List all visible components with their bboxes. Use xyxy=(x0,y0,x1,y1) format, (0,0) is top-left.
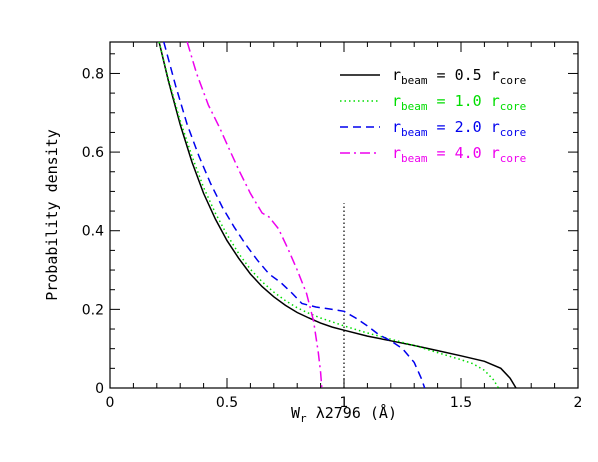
x-axis-label-sub: r xyxy=(300,412,307,425)
x-axis-label-rest: λ2796 (Å) xyxy=(307,403,397,422)
x-tick-label: 0 xyxy=(106,395,115,411)
y-tick-label: 0.8 xyxy=(82,66,104,82)
y-tick-label: 0.4 xyxy=(82,224,104,240)
x-tick-label: 0.5 xyxy=(216,395,238,411)
legend-entry-2: rbeam = 1.0 rcore xyxy=(392,92,526,113)
x-tick-label: 2 xyxy=(574,395,583,411)
legend-entry-3: rbeam = 2.0 rcore xyxy=(392,118,526,139)
x-tick-label: 1 xyxy=(340,395,349,411)
legend: rbeam = 0.5 rcore rbeam = 1.0 rcore rbeam … xyxy=(340,66,526,165)
series-line-4 xyxy=(186,41,323,389)
y-tick-label: 0.6 xyxy=(82,145,104,161)
y-tick-label: 0 xyxy=(95,381,104,397)
x-tick-label: 1.5 xyxy=(450,395,472,411)
x-axis-label-main: W xyxy=(291,404,301,422)
series-line-3 xyxy=(163,41,426,389)
y-tick-label: 0.2 xyxy=(82,302,104,318)
y-axis-label: Probability density xyxy=(43,129,61,301)
x-axis-label: Wr λ2796 (Å) xyxy=(291,403,397,425)
legend-entry-1: rbeam = 0.5 rcore xyxy=(392,66,526,87)
series-line-1 xyxy=(158,41,517,389)
legend-entry-4: rbeam = 4.0 rcore xyxy=(392,144,526,165)
